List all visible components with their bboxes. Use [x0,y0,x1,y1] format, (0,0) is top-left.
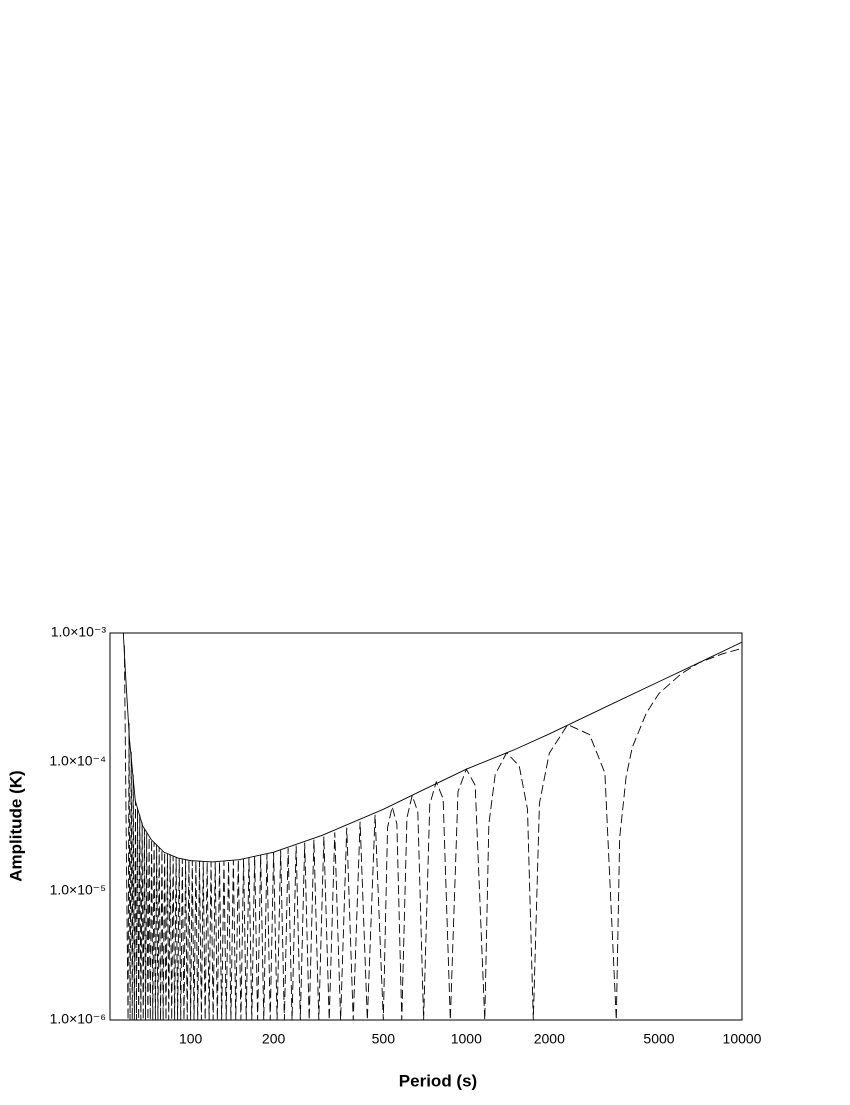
x-tick-label: 10000 [723,1031,762,1047]
y-tick-label: 1.0×10⁻⁶ [50,1011,106,1027]
series-line [122,633,742,863]
x-tick-label: 200 [262,1031,286,1047]
y-tick-label: 1.0×10⁻⁴ [49,753,106,769]
y-tick-label: 1.0×10⁻⁵ [50,882,106,898]
x-tick-label: 100 [179,1031,203,1047]
x-axis-title: Period (s) [399,1071,477,1090]
x-tick-label: 5000 [643,1031,674,1047]
y-tick-label: 1.0×10⁻³ [51,624,107,640]
series-line [123,645,742,1020]
y-axis-title: Amplitude (K) [6,770,25,881]
x-tick-label: 1000 [451,1031,482,1047]
plot-frame [109,632,743,1021]
x-tick-label: 500 [372,1031,396,1047]
x-tick-label: 2000 [534,1031,565,1047]
